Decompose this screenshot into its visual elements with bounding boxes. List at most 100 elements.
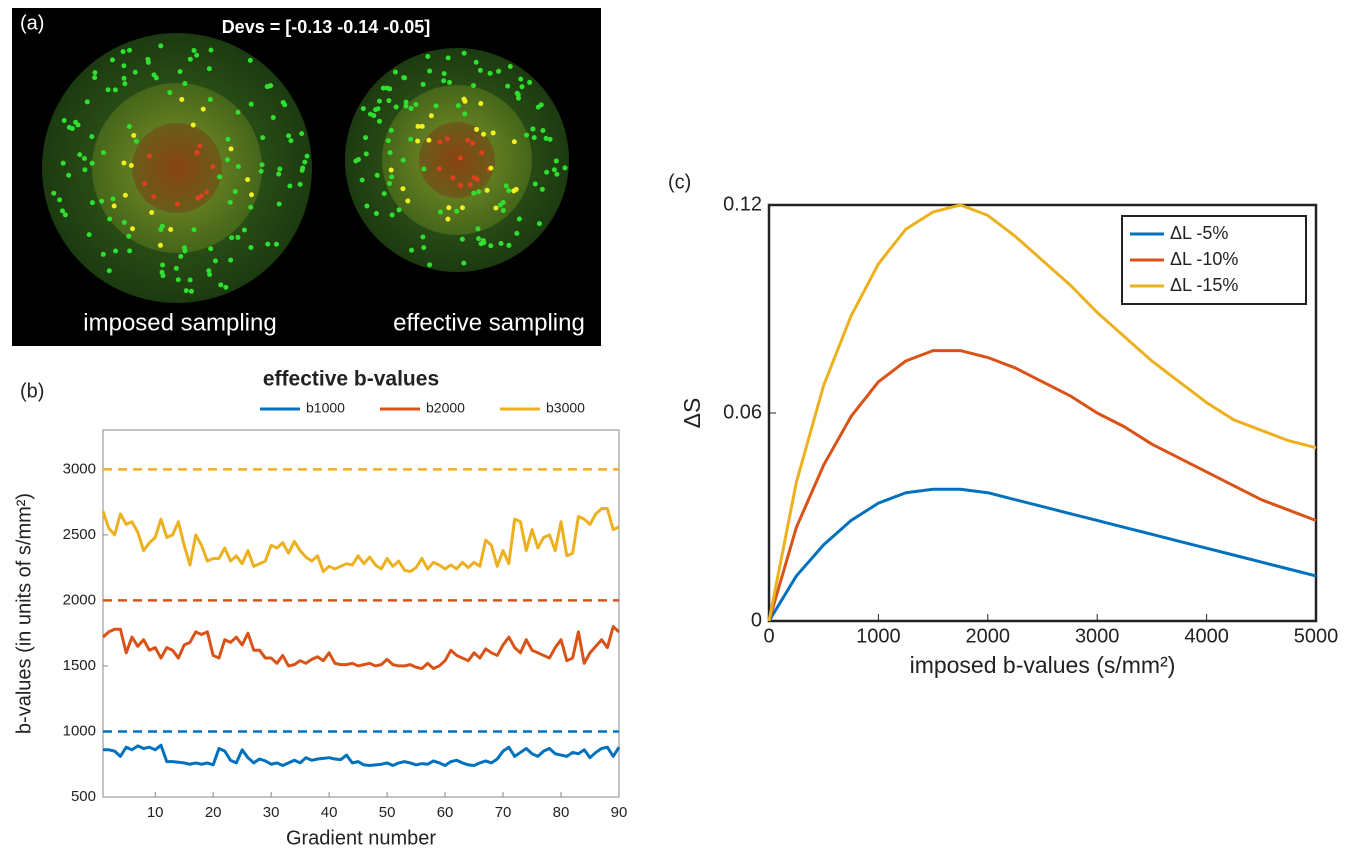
sample-dot — [518, 77, 523, 82]
sample-dot — [92, 75, 97, 80]
panel-label: (c) — [668, 171, 691, 193]
y-tick-label: 500 — [71, 788, 96, 805]
sample-dot — [533, 181, 538, 186]
sample-dot — [554, 158, 559, 163]
sample-dot — [441, 78, 446, 83]
sample-dot — [121, 161, 126, 166]
sample-dot — [130, 226, 135, 231]
sample-dot — [82, 167, 87, 172]
sample-dot — [427, 69, 432, 74]
sample-dot — [161, 273, 166, 278]
x-tick-label: 20 — [205, 804, 222, 821]
sample-dot — [415, 124, 420, 129]
sample-dot — [286, 133, 291, 138]
sample-dot — [552, 167, 557, 172]
x-tick-label: 50 — [379, 804, 396, 821]
sample-dot — [499, 241, 504, 246]
sample-dot — [478, 101, 483, 106]
sample-dot — [178, 254, 183, 259]
sample-dot — [175, 202, 180, 207]
legend-label: ΔL -15% — [1170, 275, 1238, 295]
image-caption: imposed sampling — [83, 309, 276, 336]
sample-dot — [107, 268, 112, 273]
sample-dot — [101, 150, 106, 155]
sample-dot — [374, 211, 379, 216]
sample-dot — [413, 102, 418, 107]
sample-dot — [277, 167, 282, 172]
sample-dot — [242, 228, 247, 233]
legend-label: b1000 — [306, 400, 345, 416]
sample-dot — [421, 245, 426, 250]
sample-dot — [377, 119, 382, 124]
sample-dot — [437, 166, 442, 171]
page: (a) Devs = [-0.13 -0.14 -0.05] imposed s… — [0, 0, 1363, 865]
x-tick-label: 10 — [147, 804, 164, 821]
sample-dot — [110, 57, 115, 62]
sample-dot — [265, 84, 270, 89]
sample-dot — [353, 158, 358, 163]
sample-dot — [389, 167, 394, 172]
sample-dot — [481, 238, 486, 243]
sample-dot — [389, 174, 394, 179]
sample-dot — [179, 97, 184, 102]
sample-dot — [288, 138, 293, 143]
sample-dot — [66, 173, 71, 178]
y-tick-label: 1000 — [63, 722, 96, 739]
sample-dot — [129, 163, 134, 168]
sample-dot — [361, 106, 366, 111]
sample-dot — [475, 226, 480, 231]
sample-dot — [501, 200, 506, 205]
sample-dot — [471, 83, 476, 88]
sample-dot — [364, 203, 369, 208]
sample-dot — [106, 87, 111, 92]
sample-dot — [248, 58, 253, 63]
sample-dot — [213, 258, 218, 263]
sample-dot — [51, 191, 56, 196]
sample-dot — [89, 134, 94, 139]
sample-dot — [121, 49, 126, 54]
sample-dot — [147, 154, 152, 159]
sample-dot — [520, 84, 525, 89]
x-axis-label: imposed b-values (s/mm²) — [910, 652, 1176, 678]
sample-dot — [167, 90, 172, 95]
sample-dot — [454, 209, 459, 214]
legend-label: b3000 — [546, 400, 585, 416]
sample-dot — [375, 173, 380, 178]
sample-dot — [504, 183, 509, 188]
sample-dot — [145, 57, 150, 62]
sample-dot — [438, 210, 443, 215]
sample-dot — [235, 235, 240, 240]
sample-dot — [127, 248, 132, 253]
sample-dot — [142, 181, 147, 186]
sample-dot — [471, 191, 476, 196]
sample-dot — [427, 262, 432, 267]
sample-dot — [67, 125, 72, 130]
sample-dot — [265, 242, 270, 247]
sample-dot — [131, 133, 136, 138]
sample-dot — [405, 199, 410, 204]
sample-dot — [474, 127, 479, 132]
x-tick-label: 0 — [763, 625, 774, 647]
sample-dot — [305, 154, 310, 159]
sample-dot — [107, 216, 112, 221]
sample-dot — [481, 132, 486, 137]
figure: (a) Devs = [-0.13 -0.14 -0.05] imposed s… — [0, 0, 1363, 865]
x-tick-label: 3000 — [1075, 625, 1120, 647]
sample-dot — [87, 232, 92, 237]
sample-dot — [485, 188, 490, 193]
sample-dot — [134, 139, 139, 144]
sample-dot — [218, 282, 223, 287]
sample-dot — [248, 245, 253, 250]
sample-dot — [189, 289, 194, 294]
sample-dot — [199, 193, 204, 198]
sample-dot — [229, 146, 234, 151]
sample-dot — [515, 91, 520, 96]
sample-dot — [122, 76, 127, 81]
sample-dot — [208, 97, 213, 102]
sample-dot — [274, 242, 279, 247]
sample-dot — [208, 246, 213, 251]
sample-dot — [445, 217, 450, 222]
sample-dot — [415, 139, 420, 144]
sample-dot — [90, 200, 95, 205]
sample-dot — [442, 71, 447, 76]
